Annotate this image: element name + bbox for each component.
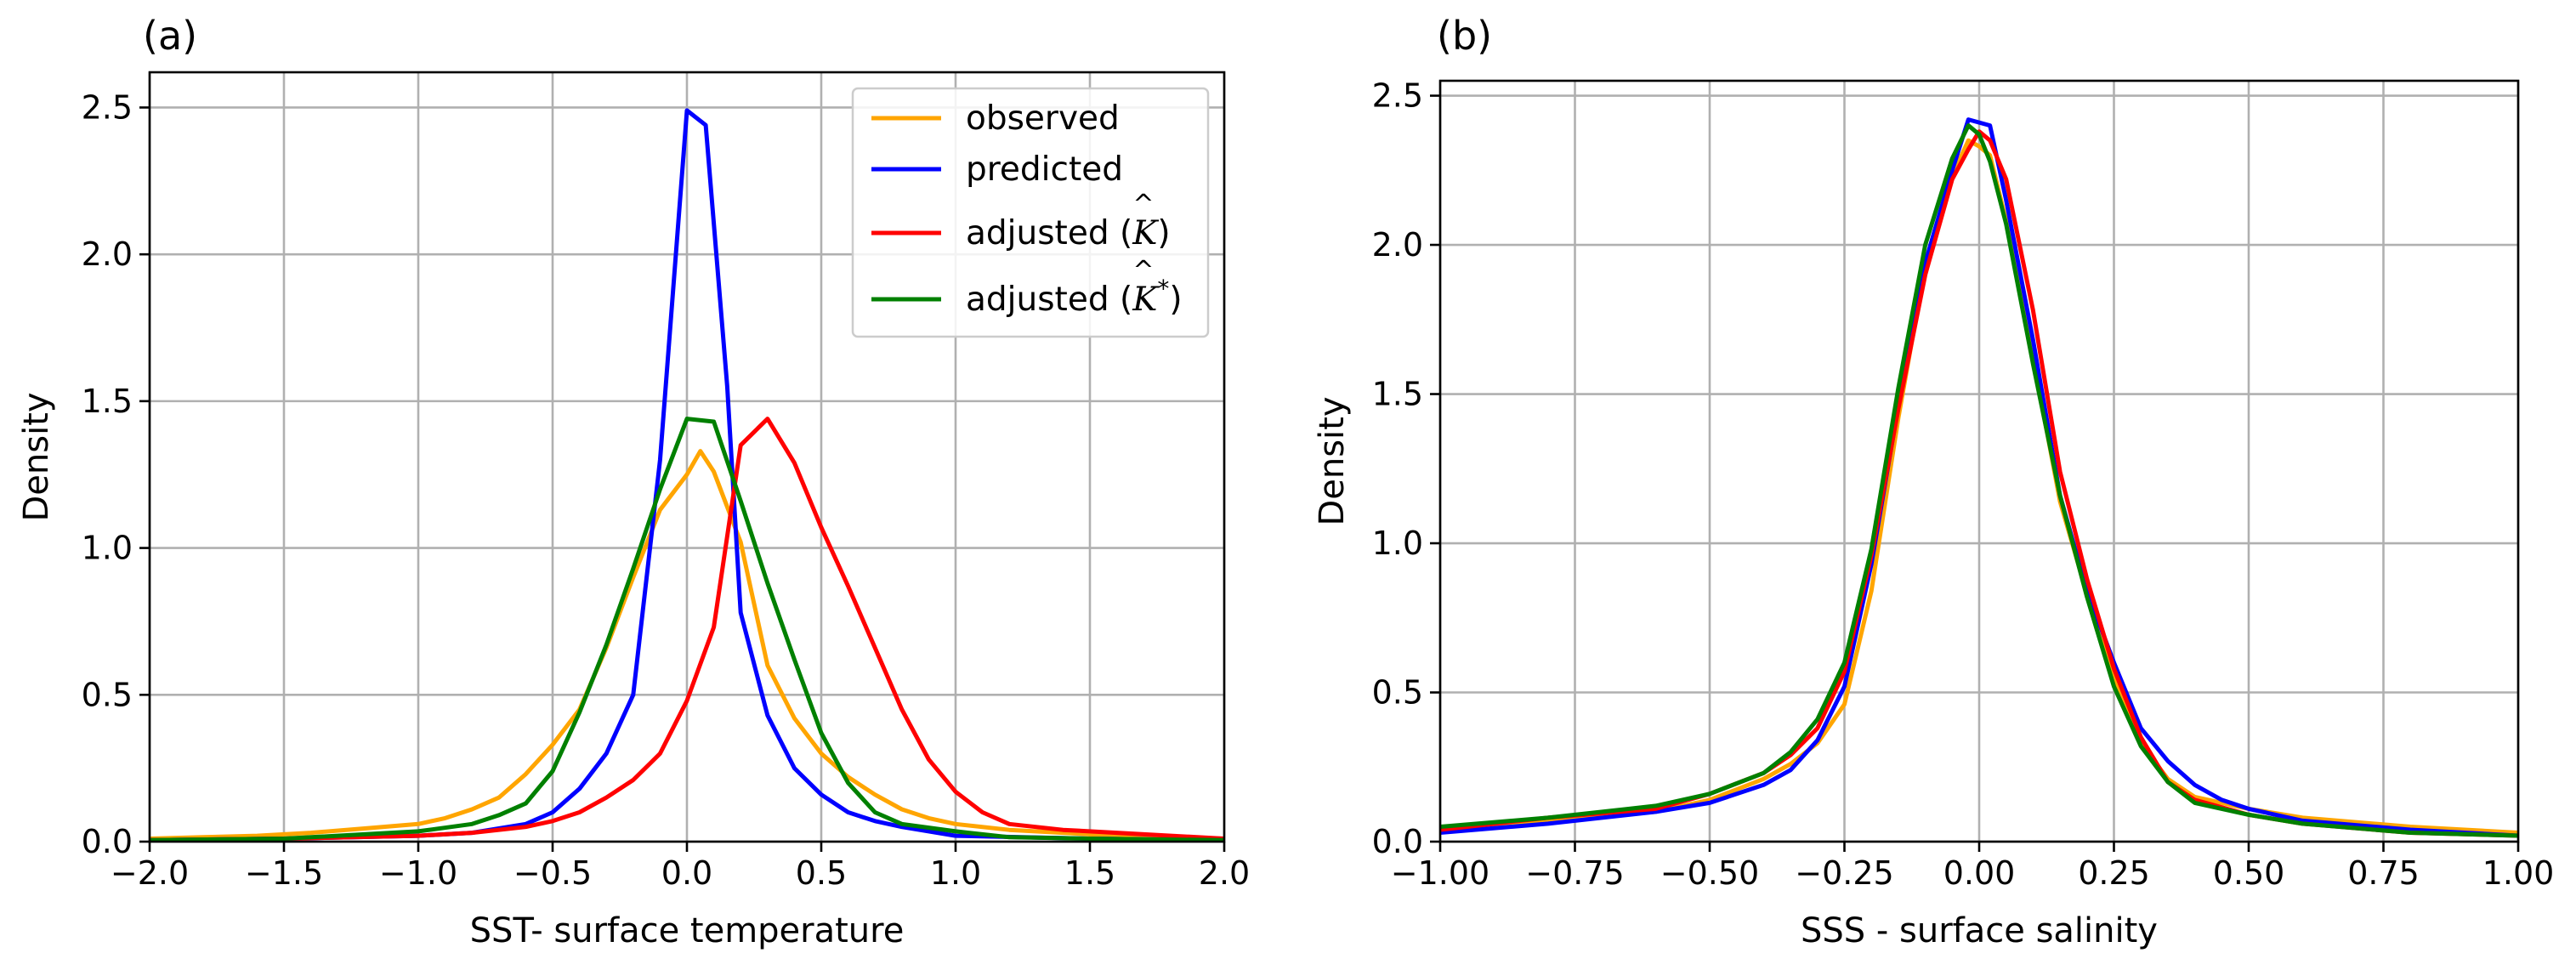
- y-tick-label: 2.0: [1372, 226, 1423, 264]
- x-tick-label: −1.00: [1391, 854, 1489, 892]
- y-tick-label: 2.5: [1372, 77, 1423, 115]
- x-tick-label: 0.0: [661, 854, 712, 892]
- legend-label-close: ): [1157, 214, 1170, 252]
- y-tick-label: 0.0: [82, 823, 133, 860]
- x-tick-label: −0.75: [1525, 854, 1624, 892]
- x-tick-label: 0.00: [1943, 854, 2016, 892]
- x-tick-label: 1.0: [930, 854, 981, 892]
- x-axis-label: SST- surface temperature: [470, 911, 905, 950]
- legend-label: adjusted (K): [966, 214, 1171, 252]
- x-tick-label: −2.0: [111, 854, 189, 892]
- chart-panel: −2.0 −1.5 −1.0 −0.5 0.0 0.5 1.0 1.5 2.0 0.0 0.5 1.0…: [17, 13, 1250, 950]
- legend-label-text: adjusted (: [966, 281, 1132, 319]
- legend-label-text: adjusted (: [966, 214, 1132, 252]
- panel-label: (a): [143, 13, 197, 59]
- chart-panel: −1.00 −0.75 −0.50 −0.25 0.00 0.25 0.50 0.75 1.00…: [1313, 13, 2554, 950]
- legend-label-close: ): [1169, 281, 1182, 319]
- x-tick-label: 2.0: [1199, 854, 1250, 892]
- panel-label: (b): [1437, 13, 1492, 59]
- series-line: [150, 449, 1224, 841]
- y-tick-label: 2.5: [82, 88, 133, 126]
- y-tick-label: 1.5: [1372, 376, 1423, 413]
- x-axis-label: SSS - surface salinity: [1801, 911, 2158, 950]
- x-tick-label: 1.00: [2482, 854, 2555, 892]
- y-tick-label: 0.0: [1372, 823, 1423, 860]
- hat-accent: ^: [1132, 256, 1154, 286]
- x-tick-label: −1.0: [379, 854, 457, 892]
- x-tick-label: −0.50: [1660, 854, 1759, 892]
- y-axis-label: Density: [1313, 396, 1352, 525]
- series-line: [150, 417, 1224, 842]
- legend-label: adjusted (K*): [966, 275, 1183, 319]
- y-tick-label: 1.5: [82, 383, 133, 420]
- x-tick-label: 0.50: [2213, 854, 2285, 892]
- x-tick-label: −1.5: [245, 854, 323, 892]
- series-line: [1440, 123, 2518, 838]
- x-tick-label: 0.5: [796, 854, 847, 892]
- series-line: [1440, 117, 2518, 838]
- legend-label: observed: [966, 99, 1120, 138]
- series-line: [1440, 138, 2518, 835]
- y-tick-label: 0.5: [82, 676, 133, 713]
- x-tick-label: 0.75: [2347, 854, 2420, 892]
- legend-label-superscript: *: [1157, 275, 1169, 303]
- legend-label-symbol: K: [1132, 281, 1160, 319]
- legend-label-symbol: K: [1132, 214, 1160, 252]
- series-line: [150, 417, 1224, 842]
- legend-label: predicted: [966, 150, 1123, 189]
- y-tick-label: 1.0: [82, 530, 133, 567]
- y-tick-label: 0.5: [1372, 674, 1423, 712]
- x-tick-label: −0.25: [1795, 854, 1893, 892]
- y-tick-label: 1.0: [1372, 525, 1423, 562]
- x-tick-label: 0.25: [2078, 854, 2150, 892]
- y-axis-label: Density: [17, 392, 56, 521]
- x-tick-label: 1.5: [1064, 854, 1115, 892]
- x-tick-label: −0.5: [513, 854, 592, 892]
- y-tick-label: 2.0: [82, 235, 133, 273]
- legend-box: [851, 87, 1210, 338]
- hat-accent: ^: [1132, 190, 1154, 219]
